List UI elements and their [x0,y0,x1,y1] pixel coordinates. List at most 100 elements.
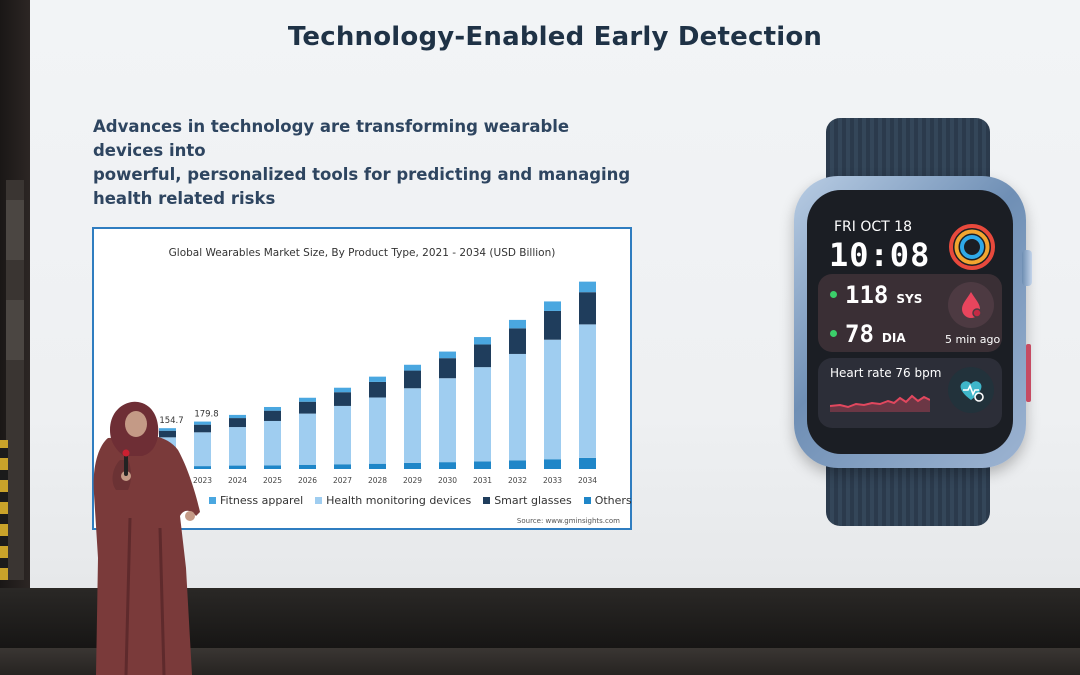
x-tick-label: 2033 [543,476,562,485]
bar-segment [264,410,281,421]
presenter [93,401,200,675]
x-tick-label: 2034 [578,476,597,485]
bar-segment [334,392,351,406]
dia-value: 78 [845,320,874,348]
legend-label: Smart glasses [494,494,572,507]
slide-subtitle: Advances in technology are transforming … [93,115,633,211]
bar-segment [509,353,526,461]
bar-segment [334,387,351,393]
bar-segment [334,405,351,465]
bar-segment [544,459,561,469]
bar-segment [194,424,211,433]
subtitle-line: health related risks [93,189,276,208]
watch-time: 10:08 [829,236,931,274]
x-tick-label: 2023 [193,476,212,485]
chart-source: Source: www.gminsights.com [516,517,620,525]
legend-label: Health monitoring devices [326,494,472,507]
legend-label: Others [594,494,632,507]
bar-segment [579,281,596,293]
activity-ring-icon [949,224,995,270]
bar-segment [159,428,176,431]
bar-segment [229,465,246,469]
bar-segment [579,457,596,469]
subtitle-line: Advances in technology are transforming … [93,117,570,160]
legend-item-health: Health monitoring devices [315,494,471,507]
bar-segment [439,351,456,359]
sys-unit: SYS [896,292,923,306]
watch-date: FRI OCT 18 [834,219,912,235]
bar-segment [544,310,561,340]
x-tick-label: 2028 [368,476,387,485]
bar-segment [474,367,491,462]
legend-swatch [583,497,591,504]
sys-value: 118 [845,281,889,309]
bar-segment [509,328,526,354]
bar-segment [474,461,491,469]
status-dot [830,291,837,298]
x-tick-label: 2031 [473,476,492,485]
x-tick-label: 2030 [438,476,457,485]
bar-segment [334,464,351,469]
legend-item-glasses: Smart glasses [483,494,572,507]
bar-segment [194,421,211,425]
bar-segment [509,460,526,469]
legend-swatch [315,497,323,504]
x-tick-label: 2027 [333,476,352,485]
bar-segment [264,406,281,411]
hazard-stripe [0,440,8,580]
bar-segment [264,420,281,466]
legend-item-fitness: Fitness apparel [209,494,303,507]
bar-segment [579,292,596,325]
heart-monitor-icon [948,367,994,413]
sys-reading: 118 SYS [830,281,922,309]
status-dot [830,330,837,337]
bar-segment [369,381,386,398]
bar-segment [299,401,316,414]
bar-segment [229,418,246,428]
last-reading-time: 5 min ago [945,333,1001,346]
bar-segment [194,466,211,469]
bar-segment [264,465,281,469]
legend-swatch [483,497,491,504]
chart-title: Global Wearables Market Size, By Product… [168,247,556,259]
bar-segment [439,378,456,463]
bar-segment [299,413,316,465]
bar-segment [544,339,561,460]
bar-segment [194,432,211,467]
heart-rate-graph [830,394,930,412]
smartwatch: FRI OCT 18 10:08 118 SYS 78 DIA [792,118,1042,528]
bar-segment [509,319,526,329]
slide-title: Technology-Enabled Early Detection [287,22,823,52]
watch-crown [1022,250,1032,286]
x-tick-label: 2026 [298,476,317,485]
bar-segment [474,344,491,368]
bar-segment [369,376,386,382]
bar-segment [474,337,491,345]
bar-segment [159,430,176,438]
bar-segment [579,324,596,458]
blood-drop-icon [948,282,994,328]
chart-legend: Fitness apparel Health monitoring device… [209,494,632,507]
data-label: 154.7 [159,416,183,426]
legend-swatch [209,497,216,504]
bar-segment [299,464,316,469]
watch-side-button [1026,344,1031,402]
legend-label: Fitness apparel [220,494,304,507]
subtitle-line: powerful, personalized tools for predict… [93,165,631,184]
bar-segment [229,414,246,419]
x-tick-label: 2024 [228,476,247,485]
x-tick-label: 2029 [403,476,422,485]
left-pillar [6,180,24,580]
bar-segment [404,388,421,463]
bar-segment [229,427,246,466]
bar-segment [544,301,561,311]
bar-segment [299,397,316,402]
bar-segment [404,370,421,389]
x-tick-label: 2032 [508,476,527,485]
bar-segment [404,462,421,469]
x-tick-label: 2025 [263,476,282,485]
bar-segment [369,397,386,464]
legend-item-others: Others [583,494,632,507]
bar-segment [439,358,456,379]
